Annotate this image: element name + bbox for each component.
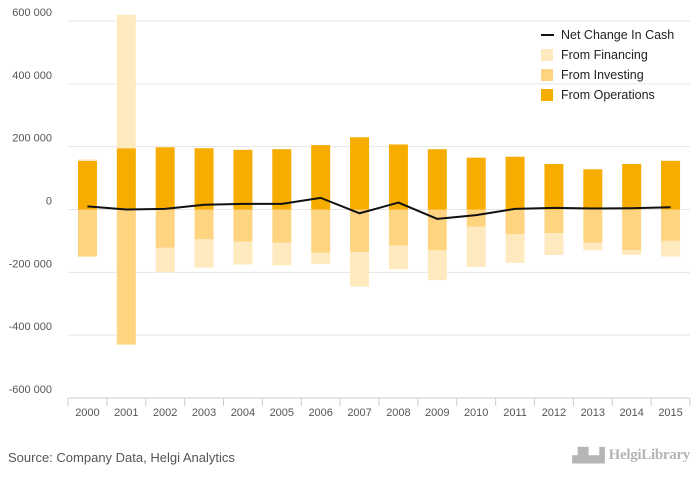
legend: Net Change In Cash From Financing From Inv… <box>541 28 674 102</box>
helgi-library-logo: ▟▙▟ HelgiLibrary <box>572 447 690 464</box>
bar-from-operations-2012 <box>544 163 564 210</box>
bar-from-operations-2008 <box>388 144 408 210</box>
bar-from-investing-2015 <box>661 209 681 241</box>
bar-from-investing-2013 <box>583 209 603 243</box>
city-skyline-icon: ▟▙▟ <box>572 447 605 463</box>
y-tick-label: 0 <box>46 196 52 208</box>
bar-from-financing-2007 <box>350 251 370 287</box>
y-tick-label: -400 000 <box>9 321 52 333</box>
bar-from-financing-2005 <box>272 242 292 266</box>
bar-from-financing-2015 <box>661 240 681 257</box>
net-change-line <box>87 196 671 220</box>
bar-from-investing-2007 <box>350 209 370 252</box>
y-tick-label: 200 000 <box>12 133 52 145</box>
x-tick-label: 2010 <box>464 407 488 419</box>
bar-from-operations-2014 <box>622 163 642 210</box>
bar-from-investing-2011 <box>505 209 525 235</box>
x-tick-label: 2005 <box>270 407 294 419</box>
legend-label-net-change-in-cash: Net Change In Cash <box>561 28 674 42</box>
logo-text: HelgiLibrary <box>608 447 691 463</box>
bar-from-operations-2005 <box>272 149 292 210</box>
x-tick-label: 2008 <box>386 407 410 419</box>
x-tick-label: 2015 <box>658 407 682 419</box>
bar-from-financing-2003 <box>194 239 214 268</box>
y-tick-label: -200 000 <box>9 258 52 270</box>
bar-from-operations-2000 <box>77 160 97 210</box>
x-tick-label: 2000 <box>75 407 99 419</box>
legend-label-from-investing: From Investing <box>561 68 644 82</box>
bar-from-financing-2006 <box>311 252 331 264</box>
x-tick-label: 2013 <box>581 407 605 419</box>
bar-from-investing-2004 <box>233 209 253 242</box>
bar-from-investing-2005 <box>272 209 292 243</box>
bar-from-operations-2011 <box>505 156 525 210</box>
bar-from-investing-2009 <box>427 209 447 251</box>
bar-from-financing-2002 <box>155 247 175 273</box>
source-note: Source: Company Data, Helgi Analytics <box>8 450 235 465</box>
x-tick-label: 2011 <box>503 407 527 419</box>
legend-swatch-from-operations <box>541 89 553 101</box>
x-tick-label: 2007 <box>347 407 371 419</box>
bar-from-operations-2007 <box>350 137 370 210</box>
bar-from-operations-2002 <box>155 147 175 210</box>
bar-from-financing-2009 <box>427 250 447 281</box>
bar-from-financing-2000 <box>77 159 97 161</box>
bar-from-investing-2012 <box>544 209 564 234</box>
bar-from-investing-2000 <box>77 209 97 257</box>
x-axis: 2000 2001 2002 2003 2004 2005 2006 2007 2008 2009… <box>67 397 691 419</box>
bar-from-investing-2003 <box>194 209 214 240</box>
y-tick-label: 400 000 <box>12 70 52 82</box>
legend-swatch-from-investing <box>541 69 553 81</box>
bar-from-operations-2015 <box>661 160 681 210</box>
bars <box>77 14 681 345</box>
bar-from-financing-2011 <box>505 234 525 263</box>
y-tick-label: 600 000 <box>12 7 52 19</box>
x-tick-label: 2012 <box>542 407 566 419</box>
bar-from-investing-2014 <box>622 209 642 251</box>
y-axis: -600 000 -400 000 -200 000 0 200 000 400 000 6… <box>9 7 52 396</box>
legend-swatch-from-financing <box>541 49 553 61</box>
bar-from-operations-2013 <box>583 169 603 210</box>
legend-label-from-financing: From Financing <box>561 48 648 62</box>
x-tick-label: 2001 <box>114 407 138 419</box>
cash-flow-chart: -600 000 -400 000 -200 000 0 200 000 400 000 6… <box>9 7 691 419</box>
bar-from-investing-2006 <box>311 209 331 253</box>
bar-from-financing-2014 <box>622 250 642 256</box>
bar-from-financing-2008 <box>388 245 408 270</box>
x-tick-label: 2002 <box>153 407 177 419</box>
x-tick-label: 2003 <box>192 407 216 419</box>
bar-from-operations-2003 <box>194 148 214 210</box>
bar-from-investing-2002 <box>155 209 175 248</box>
bar-from-investing-2001 <box>116 209 136 345</box>
bar-from-financing-2013 <box>583 242 603 251</box>
x-tick-label: 2009 <box>425 407 449 419</box>
bar-from-financing-2012 <box>544 233 564 256</box>
y-tick-label: -600 000 <box>9 384 52 396</box>
bar-from-operations-2009 <box>427 149 447 210</box>
bar-from-operations-2004 <box>233 149 253 210</box>
bar-from-operations-2001 <box>116 148 136 210</box>
legend-label-from-operations: From Operations <box>561 88 655 102</box>
x-tick-label: 2014 <box>619 407 643 419</box>
bar-from-financing-2001 <box>116 14 136 149</box>
net-change-line-group <box>87 196 671 220</box>
bar-from-investing-2010 <box>466 209 486 227</box>
bar-from-investing-2008 <box>388 209 408 246</box>
x-tick-label: 2004 <box>231 407 255 419</box>
bar-from-financing-2010 <box>466 226 486 267</box>
bar-from-operations-2010 <box>466 157 486 210</box>
bar-from-operations-2006 <box>311 145 331 210</box>
bar-from-financing-2004 <box>233 241 253 265</box>
x-tick-label: 2006 <box>308 407 332 419</box>
